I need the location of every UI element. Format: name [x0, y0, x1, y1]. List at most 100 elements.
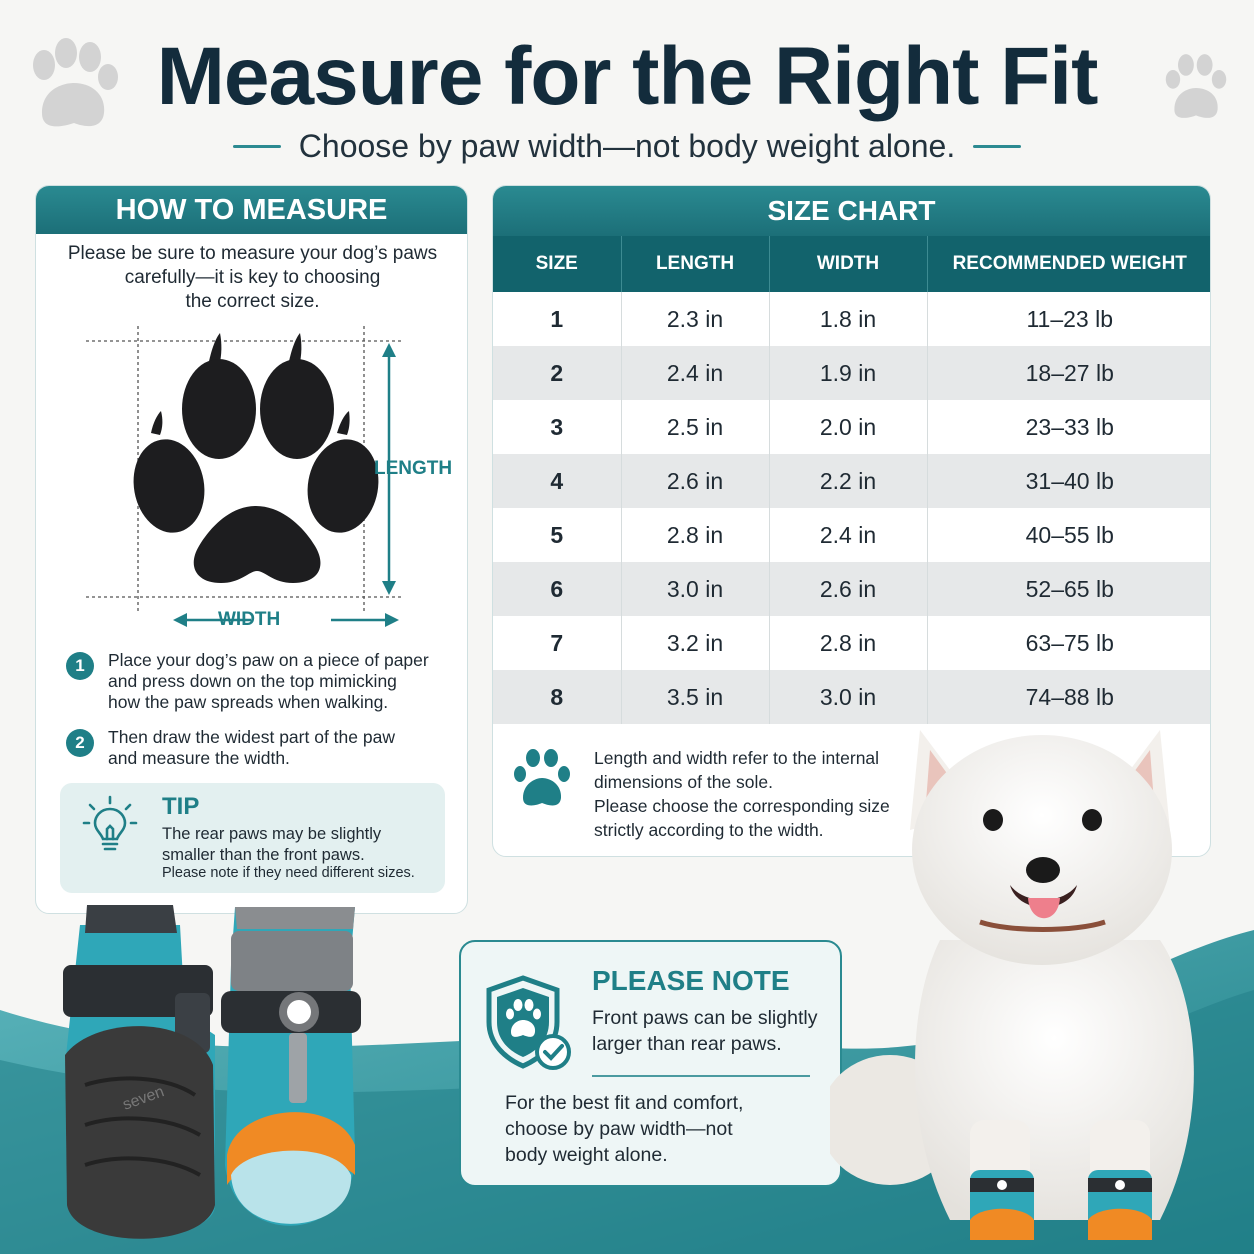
table-cell: 3.0 in — [621, 562, 770, 616]
table-row: 7 3.2 in 2.8 in 63–75 lb — [493, 616, 1210, 670]
table-cell: 40–55 lb — [1025, 521, 1114, 548]
tip-line: The rear paws may be slightly — [162, 825, 382, 843]
table-cell: 2.4 in — [621, 346, 770, 400]
note-line: Front paws can be slightly — [592, 1007, 818, 1029]
table-cell: 1.8 in — [769, 292, 928, 346]
paw-measure-diagram — [86, 326, 401, 627]
size-chart-table: SIZE LENGTH WIDTH RECOMMENDED WEIGHT 1 2.… — [493, 236, 1210, 724]
please-note-text: Front paws can be slightly larger than r… — [592, 1005, 832, 1057]
table-row: 6 3.0 in 2.6 in 52–65 lb — [493, 562, 1210, 616]
size-chart-body: 1 2.3 in 1.8 in 11–23 lb 2 2.4 in 1.9 in 18–27 … — [493, 292, 1210, 724]
column-header: RECOMMENDED WEIGHT — [927, 236, 1210, 292]
how-to-measure-heading: HOW TO MEASURE — [36, 186, 467, 234]
paw-print-icon — [33, 38, 118, 127]
table-cell: 3.5 in — [621, 670, 770, 724]
step-text: Then draw the widest part of the paw and… — [108, 727, 395, 769]
table-cell: 18–27 lb — [927, 346, 1210, 400]
column-header: WIDTH — [769, 236, 928, 292]
table-cell: 1.9 in — [769, 346, 928, 400]
size-cell: 6 — [493, 562, 622, 616]
table-cell: 2.5 in — [621, 400, 770, 454]
table-cell: 3.0 in — [769, 670, 928, 724]
step-line: Place your dog’s paw on a piece of paper — [108, 650, 429, 670]
size-chart-heading: SIZE CHART — [493, 186, 1210, 236]
table-cell: 2.6 in — [769, 562, 928, 616]
measure-step-2: 2 Then draw the widest part of the paw a… — [66, 727, 456, 769]
table-cell: 23–33 lb — [1025, 413, 1114, 440]
column-header: SIZE — [493, 236, 622, 292]
how-to-measure-card: HOW TO MEASURE Please be sure to measure… — [35, 185, 468, 914]
table-row: 4 2.6 in 2.2 in 31–40 lb — [493, 454, 1210, 508]
intro-line: the correct size. — [185, 291, 320, 312]
size-cell: 5 — [493, 508, 622, 562]
tip-title: TIP — [162, 793, 200, 820]
table-cell: 52–65 lb — [927, 562, 1210, 616]
table-cell: 2.8 in — [621, 508, 770, 562]
table-header-row: SIZE LENGTH WIDTH RECOMMENDED WEIGHT — [493, 236, 1210, 292]
size-cell: 4 — [493, 454, 622, 508]
lightbulb-icon — [82, 795, 138, 851]
step-number: 2 — [66, 729, 94, 757]
step-line: and measure the width. — [108, 748, 290, 768]
note-line: Length and width refer to the internal — [594, 748, 880, 768]
table-row: 2 2.4 in 1.9 in 18–27 lb — [493, 346, 1210, 400]
measure-intro: Please be sure to measure your dog’s paw… — [56, 242, 449, 314]
shield-check-icon — [486, 975, 571, 1070]
note-line: strictly according to the width. — [594, 820, 824, 840]
table-cell: 2.6 in — [621, 454, 770, 508]
page-title: Measure for the Right Fit — [156, 31, 1099, 122]
table-cell: 2.3 in — [621, 292, 770, 346]
note-line: choose by paw width—not — [505, 1118, 733, 1140]
tip-line: smaller than the front paws. — [162, 846, 365, 864]
intro-line: Please be sure to measure your dog’s paw… — [67, 243, 438, 264]
table-row: 3 2.5 in 2.0 in 23–33 lb — [493, 400, 1210, 454]
note-line: body weight alone. — [505, 1144, 668, 1166]
tip-box: TIP The rear paws may be slightly smalle… — [60, 783, 445, 893]
width-label: WIDTH — [218, 609, 281, 630]
note-line: Please choose the corresponding size — [594, 796, 890, 816]
note-line: larger than rear paws. — [592, 1033, 782, 1055]
column-header: LENGTH — [621, 236, 770, 292]
size-cell: 1 — [493, 292, 622, 346]
table-cell: 11–23 lb — [1026, 305, 1114, 332]
white-dog-image — [830, 730, 1194, 1240]
table-cell: 74–88 lb — [927, 670, 1210, 724]
length-label: LENGTH — [374, 458, 453, 479]
size-cell: 3 — [493, 400, 622, 454]
step-line: and press down on the top mimicking — [108, 671, 397, 691]
divider — [973, 144, 1022, 148]
size-chart-note: Length and width refer to the internal d… — [594, 746, 1194, 842]
table-cell: 31–40 lb — [927, 454, 1210, 508]
table-cell: 3.2 in — [621, 616, 770, 670]
step-line: Then draw the widest part of the paw — [108, 727, 395, 747]
dog-boots-image: seven — [63, 905, 361, 1239]
table-row: 8 3.5 in 3.0 in 74–88 lb — [493, 670, 1210, 724]
table-cell: 2.2 in — [769, 454, 928, 508]
measure-step-1: 1 Place your dog’s paw on a piece of pap… — [66, 650, 456, 713]
page-subtitle: Choose by paw width—not body weight alon… — [298, 127, 956, 164]
please-note-bottom: For the best fit and comfort, choose by … — [505, 1090, 805, 1168]
step-line: how the paw spreads when walking. — [108, 692, 389, 712]
table-cell: 2.8 in — [769, 616, 928, 670]
step-number: 1 — [66, 652, 94, 680]
divider — [592, 1075, 810, 1077]
table-cell: 2.4 in — [769, 508, 928, 562]
subtitle-row: Choose by paw width—not body weight alon… — [0, 126, 1254, 166]
size-cell: 7 — [493, 616, 622, 670]
paw-print-icon — [1165, 54, 1227, 118]
intro-line: carefully—it is key to choosing — [124, 267, 381, 288]
note-line: For the best fit and comfort, — [505, 1092, 744, 1114]
size-cell: 8 — [493, 670, 622, 724]
table-row: 5 2.8 in 2.4 in 40–55 lb — [493, 508, 1210, 562]
paw-print-icon — [514, 749, 570, 806]
table-row: 1 2.3 in 1.8 in 11–23 lb — [493, 292, 1210, 346]
tip-text: The rear paws may be slightly smaller th… — [162, 824, 442, 866]
please-note-box: PLEASE NOTE Front paws can be slightly l… — [459, 940, 842, 1187]
please-note-title: PLEASE NOTE — [592, 965, 790, 996]
step-text: Place your dog’s paw on a piece of paper… — [108, 650, 429, 713]
table-cell: 2.0 in — [769, 400, 928, 454]
divider — [232, 144, 281, 148]
note-line: dimensions of the sole. — [594, 772, 773, 792]
size-cell: 2 — [493, 346, 622, 400]
tip-small-note: Please note if they need different sizes… — [162, 865, 415, 881]
